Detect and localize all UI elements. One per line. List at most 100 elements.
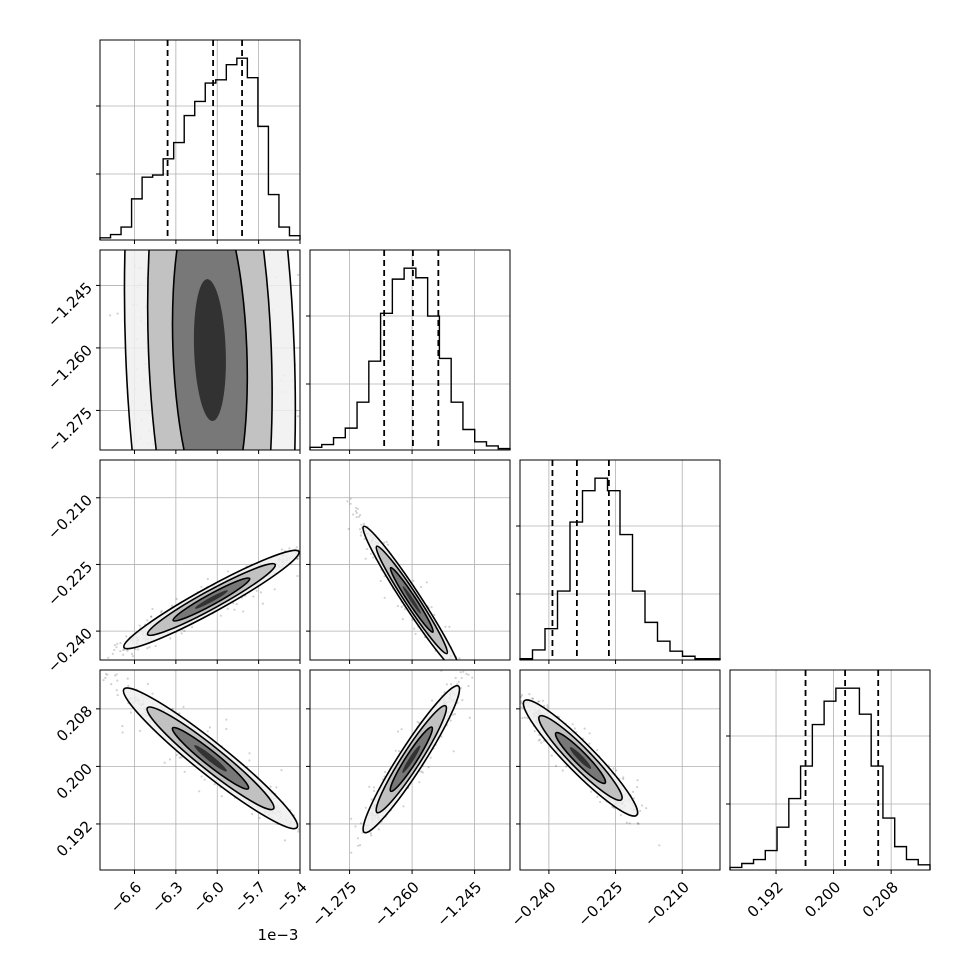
sample-point — [229, 745, 231, 747]
sample-point — [193, 186, 195, 188]
sample-point — [181, 125, 183, 127]
sample-point — [230, 461, 232, 463]
sample-point — [196, 588, 198, 590]
density-contour — [194, 590, 228, 609]
sample-point — [264, 602, 266, 604]
sample-point — [196, 574, 198, 576]
sample-point — [200, 585, 203, 589]
sample-point — [227, 145, 229, 147]
sample-point — [220, 161, 222, 163]
sample-point — [181, 23, 183, 25]
sample-point — [181, 517, 183, 519]
sample-point — [201, 154, 203, 156]
sample-point — [204, 457, 206, 459]
sample-point — [357, 515, 360, 518]
sample-point — [171, 604, 174, 607]
sample-point — [299, 455, 301, 457]
sample-point — [227, 688, 229, 690]
sample-point — [288, 547, 291, 550]
sample-point — [247, 457, 249, 459]
sample-point — [181, 111, 183, 113]
sample-point — [212, 517, 214, 519]
sample-point — [469, 695, 471, 697]
sample-point — [238, 543, 240, 545]
sample-point — [187, 129, 189, 131]
sample-point — [164, 455, 166, 457]
sample-point — [456, 667, 458, 669]
sample-point — [199, 463, 201, 465]
panel-frame — [309, 249, 511, 451]
sample-point — [185, 215, 187, 217]
sample-point — [213, 788, 215, 790]
sample-point — [183, 233, 185, 235]
sample-point — [181, 203, 183, 205]
sample-point — [170, 137, 172, 139]
sample-point — [196, 246, 198, 248]
sample-point — [204, 208, 206, 210]
sample-point — [295, 650, 297, 652]
sample-point — [119, 641, 122, 645]
sample-point — [173, 470, 175, 472]
sample-point — [153, 54, 155, 56]
sample-point — [227, 513, 229, 515]
sample-point — [220, 636, 222, 638]
sample-point — [233, 156, 235, 158]
sample-point — [295, 546, 298, 549]
sample-point — [247, 215, 249, 217]
sample-point — [304, 438, 306, 440]
sample-point — [281, 124, 283, 126]
sample-point — [107, 656, 110, 659]
sample-point — [292, 190, 294, 192]
sample-point — [251, 212, 253, 214]
sample-point — [303, 552, 305, 554]
sample-point — [245, 508, 247, 510]
sample-point — [187, 76, 189, 78]
sample-point — [215, 156, 217, 158]
sample-point — [137, 528, 139, 530]
sample-point — [234, 469, 236, 471]
sample-point — [218, 725, 220, 727]
sample-point — [180, 504, 182, 506]
sample-point — [224, 483, 226, 485]
panel-content — [100, 670, 300, 870]
sample-point — [268, 461, 270, 463]
sample-point — [189, 634, 191, 636]
sample-point — [193, 547, 195, 549]
sample-point — [184, 634, 186, 636]
sample-point — [176, 131, 178, 133]
sample-point — [229, 534, 231, 536]
sample-point — [187, 550, 189, 552]
sample-point — [134, 648, 137, 651]
sample-point — [167, 177, 169, 179]
sample-point — [212, 548, 214, 550]
sample-point — [184, 470, 186, 472]
sample-point — [269, 785, 272, 788]
sample-point — [192, 189, 194, 191]
sample-point — [451, 665, 453, 667]
sample-point — [200, 509, 202, 511]
sample-point — [220, 223, 222, 225]
sample-point — [129, 711, 132, 714]
sample-point — [267, 676, 269, 678]
sample-point — [153, 120, 155, 122]
sample-point — [226, 519, 228, 521]
sample-point — [163, 761, 166, 764]
pair-panel-3-0 — [96, 669, 301, 874]
sample-point — [222, 102, 224, 104]
sample-point — [222, 463, 224, 465]
sample-point — [229, 182, 231, 184]
sample-point — [194, 543, 196, 545]
sample-point — [218, 171, 220, 173]
sample-point — [149, 576, 151, 578]
sample-point — [210, 640, 212, 642]
sample-point — [204, 159, 206, 161]
sample-point — [227, 494, 229, 496]
sample-point — [296, 557, 299, 560]
panel-frame — [519, 459, 721, 661]
sample-point — [180, 556, 182, 558]
sample-point — [272, 157, 274, 159]
sample-point — [257, 246, 259, 248]
sample-point — [251, 187, 253, 189]
sample-point — [168, 456, 170, 458]
sample-point — [448, 625, 451, 629]
